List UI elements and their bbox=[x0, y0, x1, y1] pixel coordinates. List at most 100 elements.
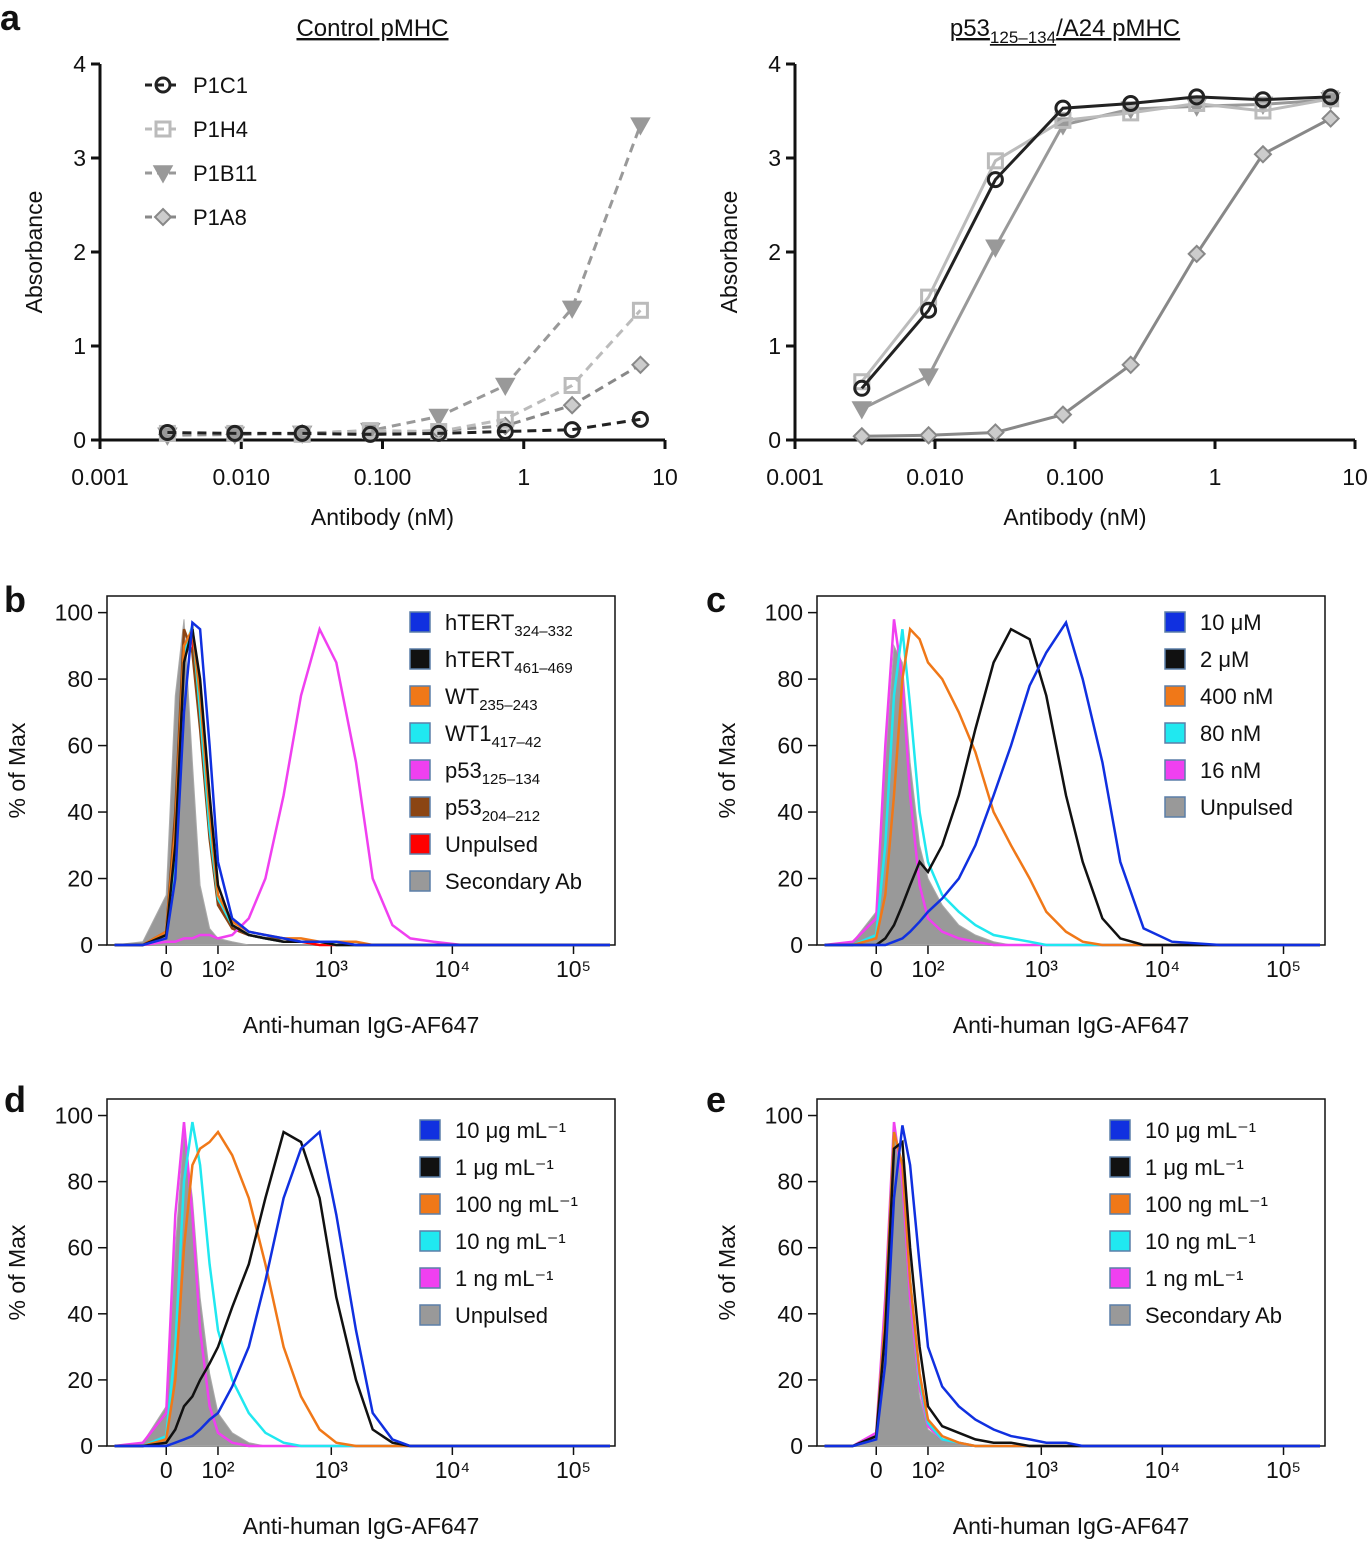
marker bbox=[561, 300, 583, 319]
legend-name: 1 μg mL⁻¹ bbox=[1145, 1155, 1244, 1180]
x-tick-label: 0.001 bbox=[766, 464, 824, 490]
x-tick-label: 0.001 bbox=[71, 464, 129, 490]
line bbox=[861, 98, 1331, 411]
marker bbox=[986, 152, 1004, 170]
y-tick-label: 80 bbox=[67, 1169, 93, 1195]
title-after: /A24 pMHC bbox=[1056, 15, 1180, 42]
legend-swatch bbox=[1164, 611, 1186, 633]
legend-name: 1 μg mL⁻¹ bbox=[455, 1155, 554, 1180]
legend-swatch bbox=[1109, 1193, 1131, 1215]
y-tick-label: 0 bbox=[790, 932, 803, 958]
y-tick-label: 2 bbox=[768, 239, 781, 265]
x-tick-label: 10⁴ bbox=[435, 956, 470, 982]
y-tick-label: 4 bbox=[768, 51, 781, 77]
x-tick-label: 10² bbox=[201, 1457, 235, 1483]
marker bbox=[428, 408, 449, 428]
legend-label: P1C1 bbox=[193, 73, 248, 98]
panel-label: e bbox=[706, 1079, 726, 1120]
legend-name: hTERT bbox=[445, 647, 514, 672]
legend-label: hTERT324–332 bbox=[445, 610, 573, 640]
marker bbox=[1254, 91, 1272, 109]
x-tick-label: 10⁵ bbox=[556, 1457, 591, 1483]
line bbox=[114, 1129, 610, 1448]
marker bbox=[494, 377, 516, 397]
legend-name: P1H4 bbox=[193, 117, 248, 142]
marker bbox=[631, 355, 650, 375]
x-tick-label: 1 bbox=[517, 464, 530, 490]
y-axis-label: Absorbance bbox=[21, 191, 47, 314]
legend-name: 10 μg mL⁻¹ bbox=[455, 1118, 566, 1143]
x-tick-label: 0 bbox=[160, 956, 173, 982]
panel-label: a bbox=[0, 0, 21, 38]
legend-swatch bbox=[409, 759, 431, 781]
legend-name: P1C1 bbox=[193, 73, 248, 98]
legend-label: 10 ng mL⁻¹ bbox=[455, 1229, 566, 1254]
marker bbox=[430, 424, 448, 442]
legend-swatch bbox=[409, 870, 431, 892]
marker bbox=[986, 171, 1004, 189]
marker bbox=[853, 379, 871, 397]
y-tick-label: 0 bbox=[768, 427, 781, 453]
line bbox=[824, 619, 1320, 947]
legend-name: Unpulsed bbox=[455, 1303, 548, 1328]
y-tick-label: 1 bbox=[768, 333, 781, 359]
x-tick-label: 0.100 bbox=[1046, 464, 1104, 490]
line bbox=[860, 95, 1331, 390]
y-tick-label: 80 bbox=[777, 1169, 803, 1195]
chart-title: p53125–134/A24 pMHC bbox=[950, 15, 1180, 47]
legend-label: hTERT461–469 bbox=[445, 647, 573, 677]
y-tick-label: 40 bbox=[67, 1301, 93, 1327]
x-tick-label: 10³ bbox=[315, 956, 349, 982]
marker bbox=[293, 424, 311, 442]
y-tick-label: 3 bbox=[768, 145, 781, 171]
legend-label: Secondary Ab bbox=[445, 869, 582, 894]
legend-label: Unpulsed bbox=[445, 832, 538, 857]
y-tick-label: 0 bbox=[80, 1433, 93, 1459]
marker bbox=[1187, 244, 1207, 264]
x-tick-label: 10 bbox=[1342, 464, 1368, 490]
x-tick-label: 10⁴ bbox=[1145, 956, 1180, 982]
y-tick-label: 60 bbox=[67, 1235, 93, 1261]
x-tick-label: 0 bbox=[160, 1457, 173, 1483]
marker bbox=[496, 423, 514, 441]
y-tick-label: 80 bbox=[67, 666, 93, 692]
marker bbox=[631, 301, 649, 319]
legend-name: 10 ng mL⁻¹ bbox=[455, 1229, 566, 1254]
legend-name: WT1 bbox=[445, 721, 491, 746]
y-axis-label: Absorbance bbox=[716, 191, 742, 314]
legend-label: p53204–212 bbox=[445, 795, 540, 825]
legend-swatch bbox=[1164, 722, 1186, 744]
legend-name: p53 bbox=[445, 758, 482, 783]
marker bbox=[1121, 355, 1141, 375]
y-tick-label: 1 bbox=[73, 333, 86, 359]
marker bbox=[1322, 88, 1340, 106]
y-tick-label: 100 bbox=[765, 600, 803, 626]
legend-swatch bbox=[1109, 1230, 1131, 1252]
legend-swatch bbox=[1109, 1156, 1131, 1178]
x-tick-label: 10³ bbox=[315, 1457, 349, 1483]
y-tick-label: 2 bbox=[73, 239, 86, 265]
legend-name: 400 nM bbox=[1200, 684, 1273, 709]
legend-label: 10 μg mL⁻¹ bbox=[1145, 1118, 1256, 1143]
legend-label: 400 nM bbox=[1200, 684, 1273, 709]
chart-title: Control pMHC bbox=[296, 15, 448, 42]
x-tick-label: 0 bbox=[870, 1457, 883, 1483]
marker bbox=[1122, 104, 1140, 122]
marker bbox=[1188, 88, 1206, 106]
marker bbox=[496, 410, 514, 428]
x-tick-label: 0.010 bbox=[906, 464, 964, 490]
legend-label: 10 μg mL⁻¹ bbox=[455, 1118, 566, 1143]
area bbox=[824, 1131, 1320, 1447]
legend-swatch bbox=[419, 1304, 441, 1326]
marker bbox=[918, 368, 939, 387]
legend-label: Unpulsed bbox=[455, 1303, 548, 1328]
legend-marker bbox=[154, 120, 172, 138]
y-tick-label: 100 bbox=[55, 1103, 93, 1129]
y-tick-label: 80 bbox=[777, 666, 803, 692]
legend-marker bbox=[154, 76, 172, 94]
x-tick-label: 10² bbox=[201, 956, 235, 982]
y-tick-label: 20 bbox=[67, 866, 93, 892]
legend-swatch bbox=[409, 648, 431, 670]
legend-label: 10 ng mL⁻¹ bbox=[1145, 1229, 1256, 1254]
